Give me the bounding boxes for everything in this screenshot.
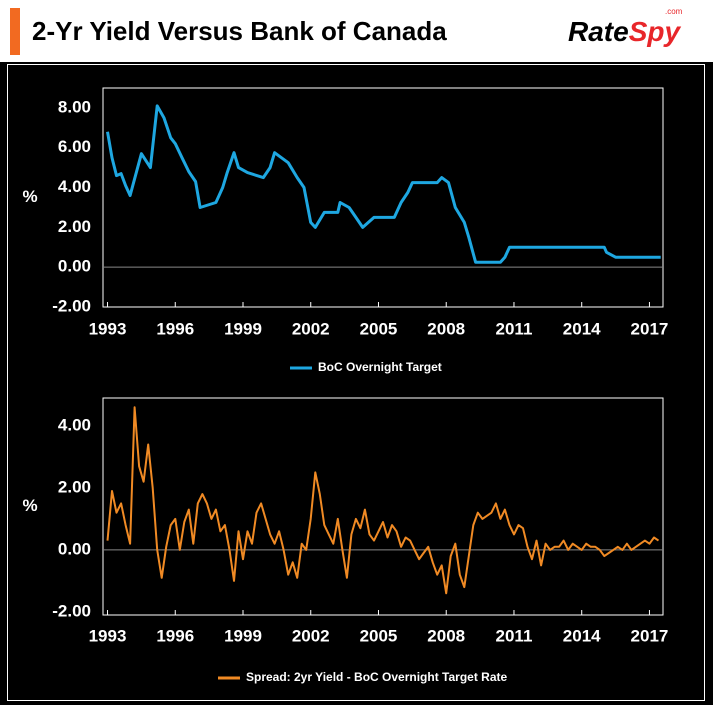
x-tick-label: 2014	[563, 319, 601, 338]
x-tick-label: 2008	[427, 626, 465, 645]
logo-part: Rate	[568, 16, 629, 47]
y-tick-label: -2.00	[52, 601, 91, 620]
y-tick-label: 8.00	[58, 97, 91, 116]
plot-area	[102, 87, 664, 308]
y-tick-label: 2.00	[58, 217, 91, 236]
x-tick-label: 2011	[496, 319, 533, 338]
x-tick-label: 2005	[360, 319, 398, 338]
x-tick-label: 2002	[292, 319, 330, 338]
header-accent	[10, 8, 20, 55]
x-tick-label: 2002	[292, 626, 330, 645]
y-tick-label: 4.00	[58, 415, 91, 434]
y-tick-label: 0.00	[58, 539, 91, 558]
logo-suffix: .com	[665, 7, 683, 16]
x-tick-label: 1999	[224, 626, 262, 645]
x-tick-label: 1996	[156, 626, 194, 645]
x-tick-label: 2008	[427, 319, 465, 338]
y-axis-label: %	[22, 496, 37, 515]
logo-part: Spy	[629, 16, 682, 47]
x-tick-label: 1996	[156, 319, 194, 338]
y-axis-label: %	[22, 187, 37, 206]
x-tick-label: 1999	[224, 319, 262, 338]
header-band	[0, 0, 713, 62]
x-tick-label: 1993	[89, 319, 127, 338]
y-tick-label: 2.00	[58, 477, 91, 496]
y-tick-label: 4.00	[58, 177, 91, 196]
legend-label: Spread: 2yr Yield - BoC Overnight Target…	[246, 670, 507, 684]
x-tick-label: 2017	[631, 626, 669, 645]
x-tick-label: 2017	[631, 319, 669, 338]
y-tick-label: 6.00	[58, 137, 91, 156]
legend-label: BoC Overnight Target	[318, 360, 442, 374]
y-tick-label: 0.00	[58, 257, 91, 276]
x-tick-label: 2005	[360, 626, 398, 645]
plot-area	[102, 397, 664, 616]
frame	[7, 64, 705, 701]
x-tick-label: 2014	[563, 626, 601, 645]
page-title: 2-Yr Yield Versus Bank of Canada	[32, 16, 447, 46]
x-tick-label: 2011	[496, 626, 533, 645]
logo: RateSpy	[568, 16, 681, 47]
data-line	[106, 104, 661, 264]
y-tick-label: -2.00	[52, 296, 91, 315]
x-tick-label: 1993	[89, 626, 127, 645]
data-line	[106, 406, 660, 595]
